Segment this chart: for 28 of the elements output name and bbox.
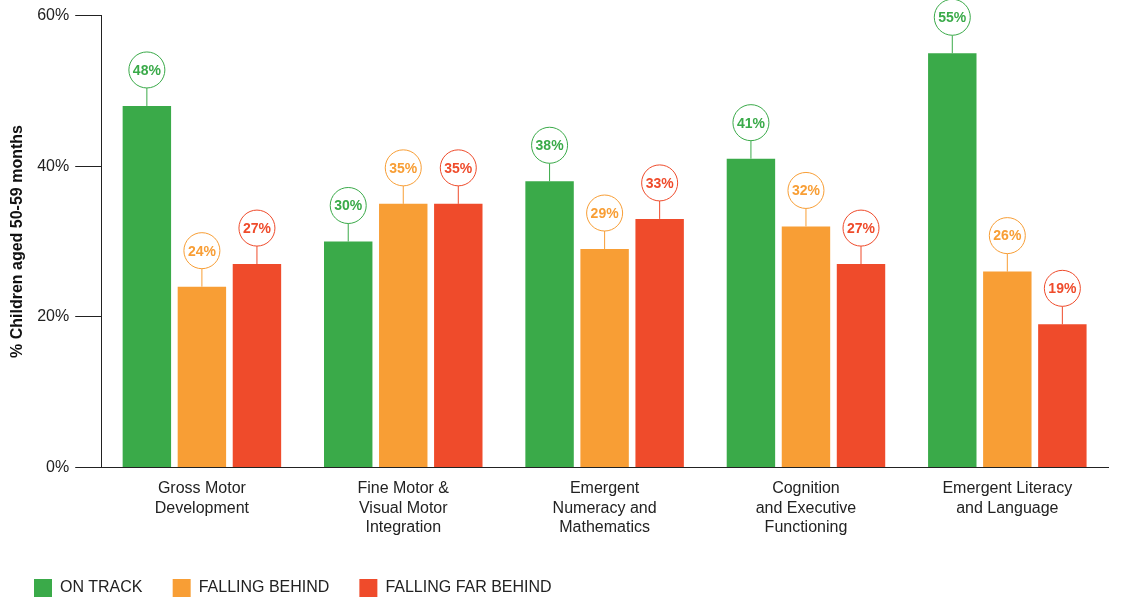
- x-tick-label: Gross Motor Development: [154, 479, 250, 516]
- data-label: 35%: [444, 159, 473, 176]
- data-label: 27%: [846, 219, 876, 236]
- data-label: 33%: [645, 174, 675, 191]
- data-label: 41%: [736, 114, 766, 131]
- y-axis-title: % Children aged 50-59 months: [8, 124, 26, 358]
- data-label: 26%: [993, 227, 1022, 244]
- legend-label: FALLING FAR BEHIND: [385, 578, 552, 596]
- data-label: 19%: [1048, 280, 1077, 297]
- y-tick-label: 40%: [37, 156, 70, 174]
- x-tick-label: Fine Motor & Visual Motor Integration: [357, 479, 450, 535]
- data-label: 29%: [590, 204, 620, 221]
- x-tick-label: Emergent Numeracy and Mathematics: [552, 479, 657, 535]
- legend-label: FALLING BEHIND: [198, 578, 330, 596]
- data-label: 32%: [791, 182, 821, 199]
- x-tick-label: Cognition and Executive Functioning: [755, 479, 857, 535]
- data-label: 55%: [938, 9, 967, 26]
- x-tick-label: Emergent Literacy and Language: [942, 479, 1073, 516]
- data-label: 30%: [334, 197, 363, 214]
- data-label: 38%: [535, 137, 565, 154]
- y-tick-label: 0%: [46, 457, 70, 475]
- data-label: 24%: [187, 242, 217, 259]
- y-tick-label: 20%: [37, 307, 70, 325]
- data-label: 35%: [389, 159, 418, 176]
- legend-label: ON TRACK: [60, 578, 143, 596]
- y-tick-label: 60%: [37, 6, 70, 24]
- data-label: 48%: [132, 61, 162, 78]
- data-label: 27%: [242, 219, 272, 236]
